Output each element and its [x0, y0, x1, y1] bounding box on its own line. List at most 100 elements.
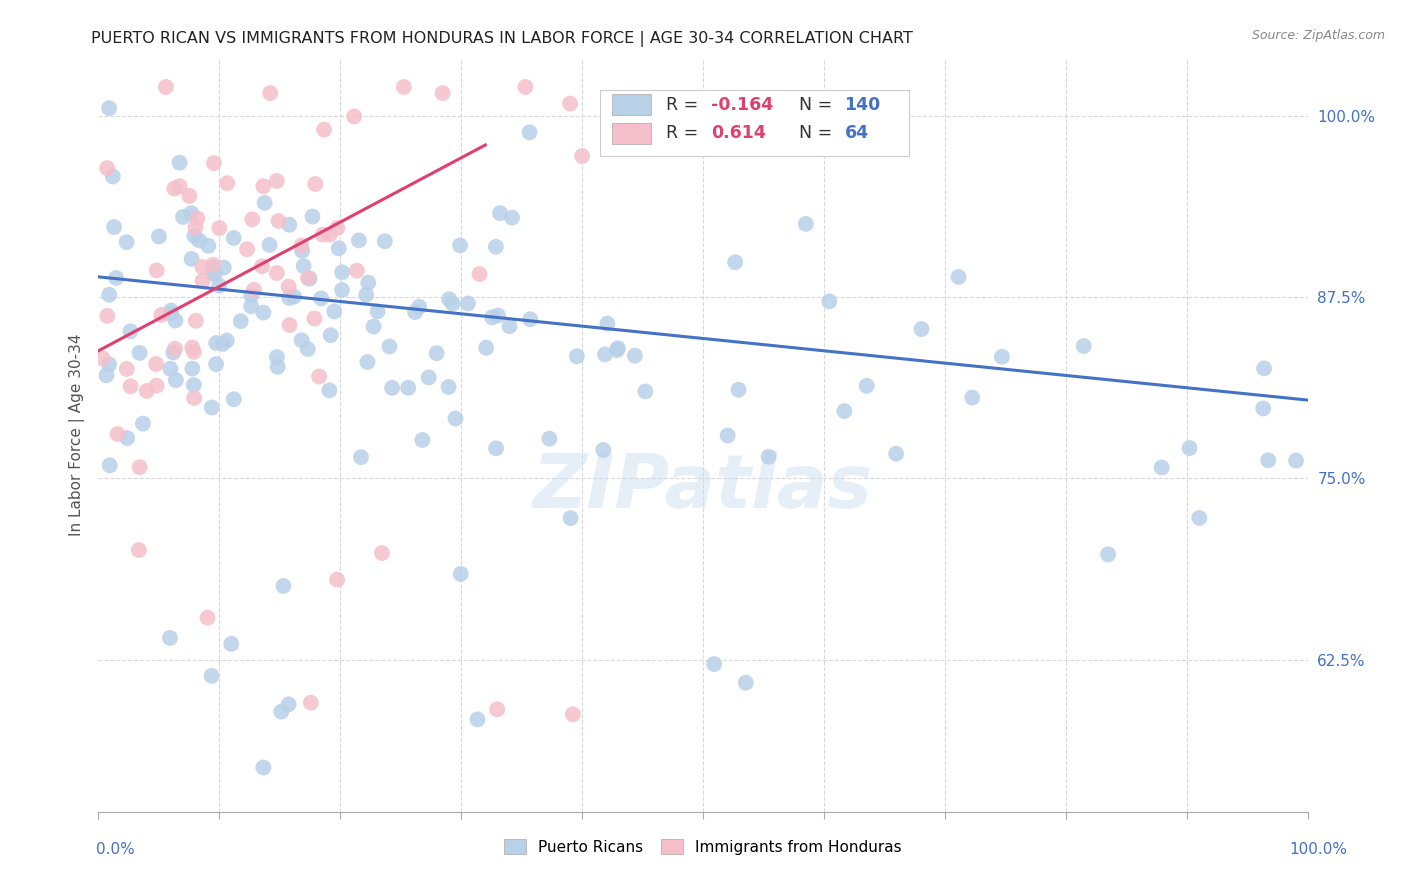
Point: [367, 304, 389, 318]
Point: [283, 290, 305, 304]
Point: [179, 189, 201, 203]
Point: [489, 206, 512, 220]
Point: [128, 543, 150, 558]
Point: [202, 156, 225, 170]
Point: [501, 211, 523, 225]
Point: [309, 292, 332, 306]
Point: [441, 297, 464, 311]
Point: [561, 707, 583, 722]
Point: [183, 391, 205, 405]
Point: [1257, 453, 1279, 467]
Point: [270, 705, 292, 719]
Point: [159, 307, 181, 321]
Point: [150, 308, 173, 322]
Point: [169, 179, 191, 194]
Point: [197, 239, 219, 253]
Point: [1251, 401, 1274, 416]
Point: [432, 86, 454, 100]
Text: N =: N =: [799, 95, 838, 113]
Point: [267, 214, 290, 228]
Point: [252, 305, 274, 319]
Point: [439, 292, 461, 306]
Point: [960, 391, 983, 405]
Point: [200, 669, 222, 683]
Point: [481, 310, 503, 325]
Point: [475, 341, 498, 355]
Point: [96, 161, 118, 175]
Point: [346, 263, 368, 277]
Point: [404, 305, 426, 319]
Point: [188, 234, 211, 248]
Point: [298, 271, 321, 285]
Point: [593, 347, 616, 361]
Point: [181, 361, 204, 376]
Point: [259, 238, 281, 252]
Point: [411, 433, 433, 447]
Point: [183, 378, 205, 392]
Point: [204, 267, 226, 281]
Point: [201, 267, 224, 281]
Point: [486, 702, 509, 716]
Point: [115, 362, 138, 376]
Point: [115, 431, 138, 445]
Point: [1150, 460, 1173, 475]
Point: [450, 566, 472, 581]
Point: [396, 381, 419, 395]
Text: -0.164: -0.164: [711, 95, 773, 113]
Point: [444, 411, 467, 425]
Point: [727, 383, 749, 397]
Text: Source: ZipAtlas.com: Source: ZipAtlas.com: [1251, 29, 1385, 42]
Point: [328, 241, 350, 255]
Point: [717, 428, 740, 442]
Point: [308, 369, 330, 384]
Point: [252, 760, 274, 774]
Point: [374, 234, 396, 248]
Point: [371, 546, 394, 560]
Text: N =: N =: [799, 124, 838, 143]
Point: [197, 610, 219, 624]
Point: [184, 314, 207, 328]
Point: [201, 401, 224, 415]
Text: ZIPatlas: ZIPatlas: [533, 451, 873, 524]
Point: [634, 384, 657, 399]
Point: [101, 169, 124, 184]
Point: [319, 328, 342, 343]
Point: [277, 698, 299, 712]
Point: [948, 269, 970, 284]
Point: [437, 380, 460, 394]
Point: [485, 240, 508, 254]
Point: [703, 657, 725, 671]
Point: [205, 335, 228, 350]
Point: [291, 333, 314, 347]
Point: [180, 252, 202, 266]
Point: [560, 511, 582, 525]
Point: [834, 404, 856, 418]
FancyBboxPatch shape: [613, 123, 651, 144]
Point: [354, 288, 377, 302]
Point: [486, 309, 509, 323]
Text: 100.0%: 100.0%: [1289, 842, 1347, 856]
Point: [304, 311, 326, 326]
Point: [297, 342, 319, 356]
Point: [326, 220, 349, 235]
Y-axis label: In Labor Force | Age 30-34: In Labor Force | Age 30-34: [69, 334, 84, 536]
Point: [240, 299, 263, 313]
Point: [103, 220, 125, 235]
Point: [734, 675, 756, 690]
Point: [467, 712, 489, 726]
Text: 0.0%: 0.0%: [96, 842, 135, 856]
Point: [323, 304, 346, 318]
Point: [202, 258, 225, 272]
Point: [449, 238, 471, 252]
Point: [273, 579, 295, 593]
Point: [292, 259, 315, 273]
Point: [115, 235, 138, 250]
Point: [98, 101, 121, 115]
Point: [145, 378, 167, 392]
Point: [159, 361, 181, 376]
Point: [252, 179, 274, 194]
Point: [571, 149, 593, 163]
Point: [278, 218, 301, 232]
Point: [253, 195, 276, 210]
Point: [208, 278, 231, 293]
